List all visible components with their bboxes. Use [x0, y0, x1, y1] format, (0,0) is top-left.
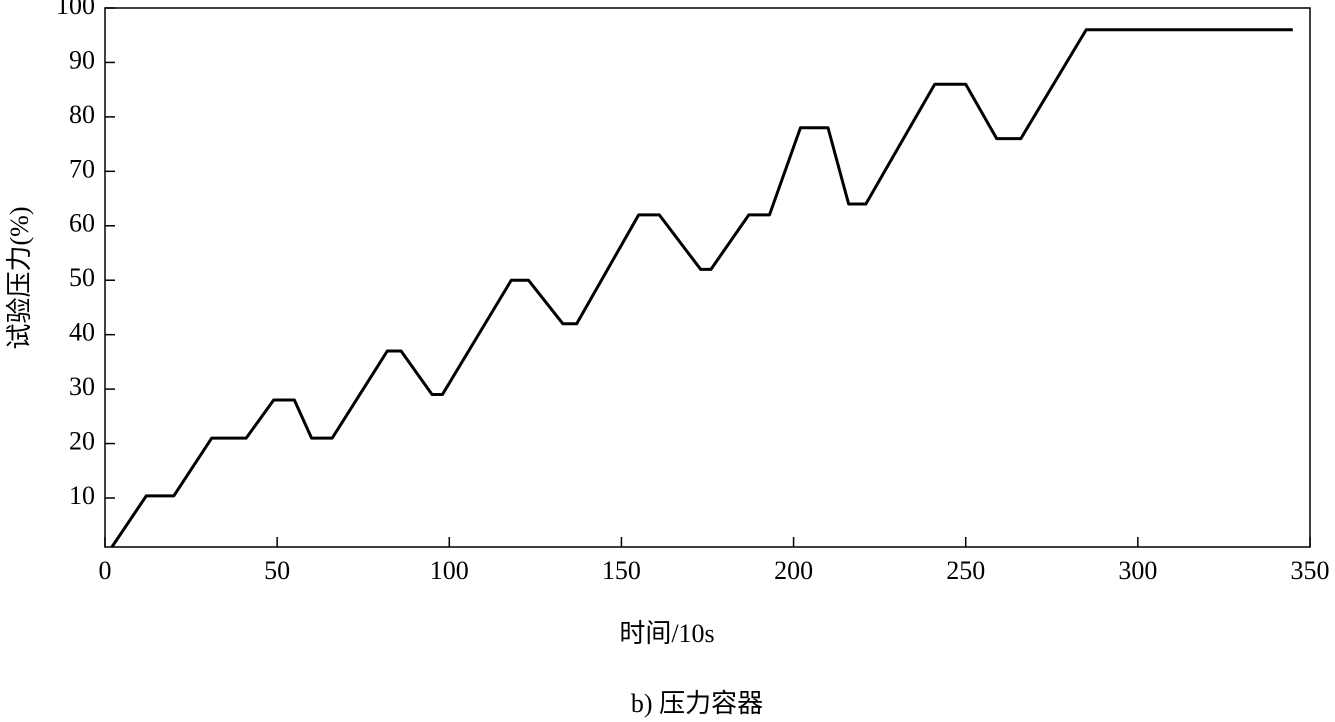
x-tick-label: 150 [602, 556, 641, 585]
caption: b) 压力容器 [631, 689, 763, 718]
y-tick-label: 60 [69, 209, 95, 238]
y-tick-label: 50 [69, 263, 95, 292]
plot-frame [104, 7, 1311, 548]
x-tick-label: 350 [1291, 556, 1330, 585]
y-tick-label: 10 [69, 481, 95, 510]
x-tick-label: 0 [99, 556, 112, 585]
y-tick-label: 70 [69, 154, 95, 183]
x-tick-label: 250 [946, 556, 985, 585]
y-tick-label: 40 [69, 318, 95, 347]
y-tick-label: 20 [69, 427, 95, 456]
x-tick-label: 300 [1118, 556, 1157, 585]
y-tick-label: 80 [69, 100, 95, 129]
y-tick-label: 100 [56, 0, 95, 20]
y-axis-label: 试验压力(%) [5, 207, 34, 350]
x-tick-label: 50 [264, 556, 290, 585]
x-tick-label: 100 [430, 556, 469, 585]
y-tick-label: 30 [69, 372, 95, 401]
data-line [110, 28, 1293, 548]
x-axis-label: 时间/10s [619, 619, 714, 648]
x-tick-label: 200 [774, 556, 813, 585]
y-tick-label: 90 [69, 45, 95, 74]
